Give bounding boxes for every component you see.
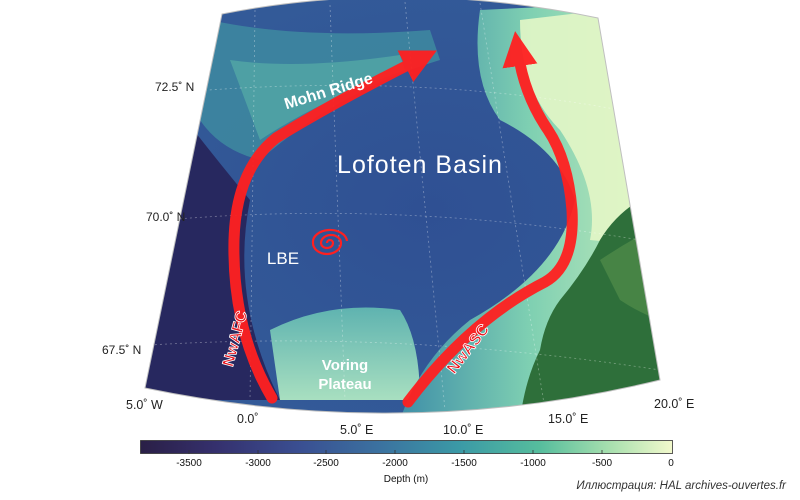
colorbar-label: Depth (m) — [383, 474, 429, 485]
colorbar-tick: -2500 — [313, 458, 339, 469]
lat-label-72-5: 72.5˚ N — [155, 80, 195, 94]
lbe-label: LBE — [267, 249, 299, 268]
current-arrows — [228, 31, 578, 408]
lbe-eddy — [311, 228, 349, 256]
image-credit: Иллюстрация: HAL archives-ouvertes.fr — [576, 480, 786, 492]
lon-label-15e: 15.0˚ E — [548, 412, 589, 426]
colorbar-tick: -3500 — [176, 458, 202, 469]
lat-label-70-0: 70.0˚ N — [146, 210, 186, 224]
colorbar-tick: -3000 — [245, 458, 271, 469]
colorbar-tick: 0 — [668, 458, 674, 469]
depth-colorbar — [140, 440, 673, 454]
colorbar-tick: -1500 — [451, 458, 477, 469]
colorbar-tick: -2000 — [382, 458, 408, 469]
colorbar-tick: -500 — [591, 458, 613, 469]
voring-label: Voring — [322, 357, 368, 374]
plateau-label: Plateau — [318, 376, 371, 393]
lat-label-67-5: 67.5˚ N — [102, 343, 142, 357]
voring-plateau — [270, 307, 420, 400]
lofoten-basin-label: Lofoten Basin — [337, 151, 503, 179]
lon-label-0: 0.0˚ — [237, 412, 259, 426]
nwafc-current — [228, 50, 437, 404]
nwasc-current — [402, 31, 578, 408]
map-frame — [144, 0, 661, 414]
lon-label-10e: 10.0˚ E — [443, 423, 484, 437]
lon-label-5e: 5.0˚ E — [340, 423, 374, 437]
lon-label-5w: 5.0˚ W — [126, 398, 163, 412]
lon-label-20e: 20.0˚ E — [654, 397, 695, 411]
colorbar-tick: -1000 — [520, 458, 546, 469]
